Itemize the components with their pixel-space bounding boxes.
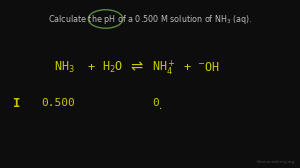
Text: H$_2$O: H$_2$O <box>102 60 123 75</box>
Text: $^{-}$OH: $^{-}$OH <box>197 61 220 74</box>
Text: 0.500: 0.500 <box>42 98 75 108</box>
Text: NH$_4^+$: NH$_4^+$ <box>152 58 176 77</box>
Text: NH$_3$: NH$_3$ <box>54 60 75 75</box>
Text: +: + <box>88 61 95 74</box>
Text: $\rightleftharpoons$: $\rightleftharpoons$ <box>128 60 145 75</box>
Text: Calculate the pH of a 0.500 M solution of NH$_3$ (aq).: Calculate the pH of a 0.500 M solution o… <box>48 13 252 26</box>
Text: I: I <box>13 97 20 110</box>
Text: 0: 0 <box>152 98 159 108</box>
Text: khanacademy.org: khanacademy.org <box>257 160 296 164</box>
Text: .: . <box>158 102 163 111</box>
Text: +: + <box>184 61 191 74</box>
